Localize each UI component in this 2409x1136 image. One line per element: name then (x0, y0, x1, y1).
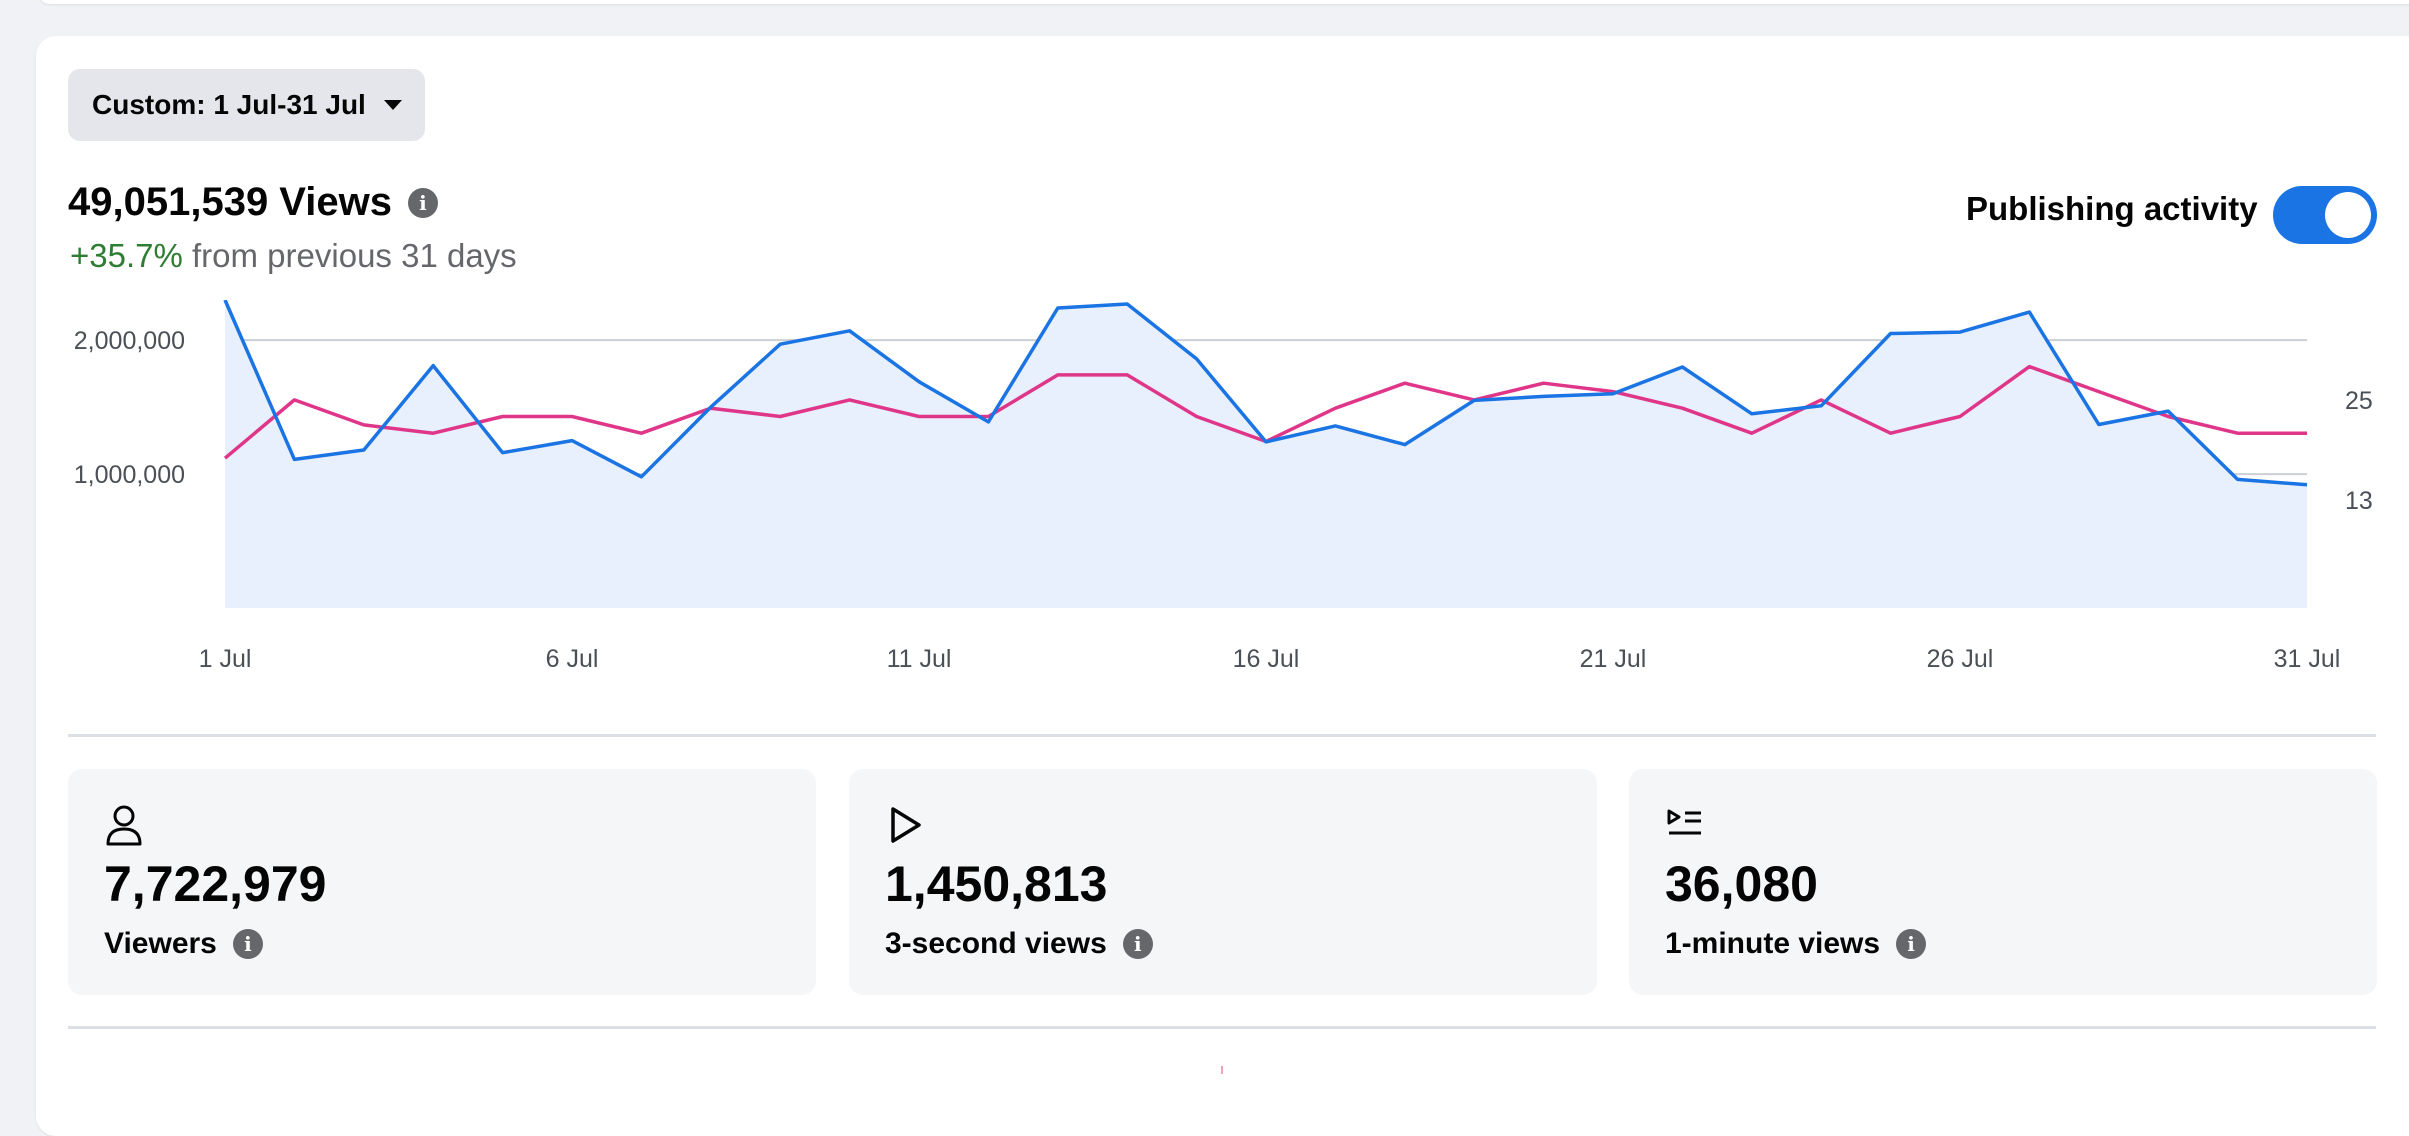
y-left-tick-label: 2,000,000 (74, 327, 185, 355)
caret-down-icon (383, 100, 402, 110)
views-line (223, 300, 2308, 487)
stat-value: 36,080 (1665, 856, 1818, 912)
delta-percent: +35.7% (70, 237, 183, 274)
stat-value: 1,450,813 (885, 856, 1108, 912)
toggle-knob (2325, 192, 2371, 238)
y-right-tick-label: 13 (2345, 487, 2373, 515)
publishing-activity-label: Publishing activity (1966, 190, 2258, 227)
views-delta: +35.7% from previous 31 days (70, 237, 517, 275)
views-total-heading: 49,051,539 Views i (68, 180, 438, 225)
stat-label: Viewers (104, 927, 217, 960)
stat-label-row: 3-second views i (885, 927, 1153, 961)
y-left-tick-label: 1,000,000 (74, 461, 185, 489)
info-icon[interactable]: i (232, 929, 263, 959)
date-range-dropdown[interactable]: Custom: 1 Jul-31 Jul (68, 69, 425, 141)
stat-label-row: 1-minute views i (1665, 927, 1927, 961)
views-area-fill (225, 300, 2307, 608)
chart-divider (68, 734, 2376, 737)
x-tick-label: 31 Jul (2274, 645, 2341, 673)
stat-card-viewers: 7,722,979 Viewers i (68, 769, 816, 995)
previous-card-edge (38, 0, 2409, 4)
stat-card-3-second-views: 1,450,813 3-second views i (849, 769, 1597, 995)
play-icon (891, 807, 921, 843)
x-tick-label: 6 Jul (546, 645, 599, 673)
views-total-text: 49,051,539 Views (68, 180, 392, 224)
publishing-activity-toggle[interactable] (2273, 186, 2377, 244)
publishing-activity-label-wrap: Publishing activity (1966, 190, 2258, 228)
stat-label-row: Viewers i (104, 927, 263, 961)
stat-value: 7,722,979 (104, 856, 327, 912)
x-tick-label: 26 Jul (1927, 645, 1994, 673)
person-icon (106, 805, 142, 846)
stats-divider (68, 1026, 2376, 1029)
stat-label: 1-minute views (1665, 927, 1881, 960)
stat-label: 3-second views (885, 927, 1107, 960)
info-icon[interactable]: i (1896, 929, 1927, 959)
info-icon[interactable]: i (1122, 929, 1153, 959)
delta-text: from previous 31 days (192, 237, 517, 274)
info-icon[interactable]: i (407, 187, 438, 218)
views-line-chart: 1,000,000 2,000,000 13 25 1 Jul 6 Jul 11 Jul 16… (74, 300, 2373, 673)
x-tick-label: 21 Jul (1580, 645, 1647, 673)
y-right-tick-label: 25 (2345, 387, 2373, 415)
date-range-label: Custom: 1 Jul-31 Jul (92, 89, 366, 120)
stat-card-1-minute-views: 36,080 1-minute views i (1629, 769, 2377, 995)
play-list-icon (1667, 809, 1701, 835)
next-section-marker (1221, 1066, 1223, 1074)
x-tick-label: 11 Jul (887, 645, 952, 673)
x-tick-label: 16 Jul (1233, 645, 1300, 673)
x-tick-label: 1 Jul (199, 645, 252, 673)
